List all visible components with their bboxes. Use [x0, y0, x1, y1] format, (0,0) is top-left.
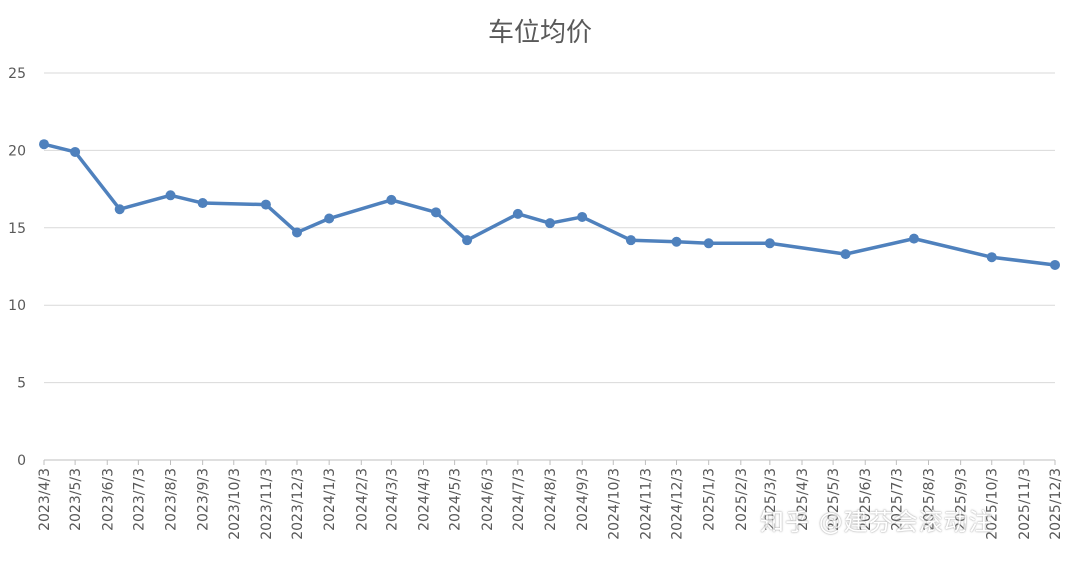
- data-point: [577, 211, 588, 222]
- x-tick-label: 2025/3/3: [763, 468, 779, 531]
- data-point: [39, 139, 49, 150]
- y-tick-label: 10: [8, 298, 26, 314]
- series-line: [42, 142, 1057, 267]
- x-tick-label: 2024/9/3: [575, 468, 591, 531]
- x-tick-label: 2025/10/3: [985, 468, 1001, 540]
- watermark: 知乎 @建芬会滚动注: [760, 508, 994, 536]
- x-axis-tick-labels: 2023/4/3 2023/5/3 2023/6/3 2023/7/3 2023/8/3…: [37, 468, 1064, 540]
- data-point: [165, 190, 176, 201]
- data-point: [986, 252, 997, 263]
- x-tick-label: 2024/5/3: [448, 468, 464, 531]
- x-tick-label: 2025/5/3: [826, 468, 842, 531]
- x-tick-label: 2025/11/3: [1017, 468, 1033, 540]
- x-tick-label: 2024/10/3: [606, 468, 622, 540]
- data-point: [545, 218, 556, 229]
- x-tick-label: 2024/8/3: [543, 468, 559, 531]
- x-tick-label: 2024/2/3: [354, 468, 370, 531]
- x-tick-label: 2025/4/3: [795, 468, 811, 531]
- y-tick-label: 0: [17, 453, 26, 469]
- x-tick-label: 2025/9/3: [954, 468, 970, 531]
- y-tick-label: 25: [8, 66, 26, 82]
- x-tick-label: 2023/11/3: [259, 468, 275, 540]
- x-tick-label: 2023/10/3: [227, 468, 243, 540]
- x-tick-label: 2023/12/3: [290, 468, 306, 540]
- data-point: [908, 233, 919, 244]
- x-tick-label: 2025/8/3: [921, 468, 937, 531]
- x-tick-label: 2023/6/3: [100, 468, 116, 531]
- data-point: [840, 249, 851, 260]
- data-point: [764, 238, 775, 249]
- x-tick-label: 2024/3/3: [384, 468, 400, 531]
- x-tick-label: 2025/6/3: [858, 468, 874, 531]
- x-tick-label: 2024/12/3: [670, 468, 686, 540]
- x-tick-label: 2024/1/3: [322, 468, 338, 531]
- y-tick-label: 5: [17, 376, 26, 392]
- x-tick-label: 2023/4/3: [37, 468, 53, 531]
- data-point: [114, 204, 125, 215]
- x-tick-label: 2025/2/3: [734, 468, 750, 531]
- x-tick-label: 2025/12/3: [1048, 468, 1064, 540]
- x-tick-label: 2023/8/3: [164, 468, 180, 531]
- data-point: [512, 208, 523, 219]
- x-tick-label: 2023/7/3: [131, 468, 147, 531]
- chart-title: 车位均价: [487, 18, 592, 48]
- y-tick-label: 20: [8, 143, 26, 159]
- x-tick-label: 2025/1/3: [702, 468, 718, 531]
- data-point: [197, 198, 208, 209]
- x-tick-label: 2024/7/3: [511, 468, 527, 531]
- data-point: [260, 199, 271, 210]
- x-tick-label: 2025/7/3: [889, 468, 905, 531]
- series-layer: [39, 139, 1060, 270]
- x-tick-label: 2023/9/3: [196, 468, 212, 531]
- data-point: [703, 238, 714, 249]
- data-point: [292, 227, 303, 238]
- x-tick-label: 2024/11/3: [638, 468, 654, 540]
- data-point: [671, 236, 682, 247]
- x-tick-label: 2024/6/3: [480, 468, 496, 531]
- data-point: [70, 146, 81, 157]
- data-point: [430, 207, 441, 218]
- data-point: [462, 235, 473, 246]
- y-axis: 0 5 10 15 20 25: [8, 66, 26, 469]
- data-point: [324, 213, 335, 224]
- data-point: [625, 235, 636, 246]
- x-tick-label: 2023/5/3: [68, 468, 84, 531]
- y-tick-label: 15: [8, 221, 26, 237]
- data-point: [1050, 259, 1060, 270]
- x-tick-label: 2024/4/3: [417, 468, 433, 531]
- data-point: [386, 194, 397, 205]
- x-axis: [43, 459, 1056, 465]
